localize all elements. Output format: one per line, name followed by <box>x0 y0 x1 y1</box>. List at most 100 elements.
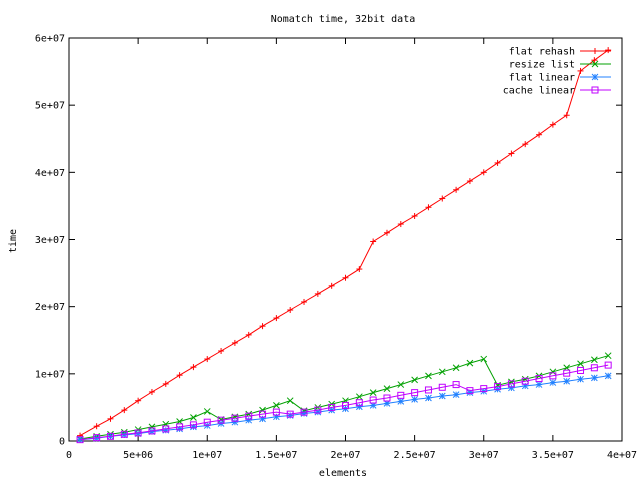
data-point <box>591 73 599 81</box>
data-point <box>535 381 543 388</box>
data-point <box>273 315 280 322</box>
data-point <box>411 212 418 219</box>
data-point <box>259 406 266 414</box>
data-point <box>342 401 349 409</box>
x-tick-label: 3.5e+07 <box>532 450 574 461</box>
data-point <box>466 387 474 395</box>
data-point <box>287 307 294 314</box>
data-point <box>93 434 101 442</box>
data-point <box>286 410 294 418</box>
data-point <box>438 392 446 400</box>
data-point <box>369 396 377 404</box>
data-point <box>439 195 446 202</box>
data-point <box>591 57 598 64</box>
data-point <box>411 376 418 384</box>
data-point <box>162 425 170 433</box>
legend-label: resize list <box>509 60 575 71</box>
data-point <box>411 396 418 403</box>
data-point <box>438 383 446 391</box>
data-point <box>590 356 598 364</box>
data-point <box>245 331 252 338</box>
data-point <box>383 229 390 236</box>
legend-label: cache linear <box>503 86 575 97</box>
data-point <box>577 375 584 383</box>
data-point <box>508 384 515 392</box>
data-point <box>590 364 598 372</box>
plot-area-border <box>68 37 623 442</box>
legend-label: flat rehash <box>509 47 575 58</box>
data-point <box>107 415 114 422</box>
y-tick-label: 4e+07 <box>35 168 65 179</box>
data-point <box>231 339 238 346</box>
data-point <box>577 360 584 368</box>
x-tick-label: 1e+07 <box>192 450 222 461</box>
data-point <box>356 266 363 273</box>
data-point <box>162 380 169 387</box>
data-point <box>480 169 487 176</box>
data-point <box>563 112 570 119</box>
data-point <box>397 391 405 399</box>
series-flat-rehash <box>77 47 612 439</box>
x-tick-label: 5e+06 <box>123 450 153 461</box>
series-line <box>80 364 609 441</box>
legend-item: flat rehash <box>509 47 611 58</box>
data-point <box>273 402 280 409</box>
data-point <box>425 204 432 211</box>
data-point <box>536 131 543 138</box>
data-point <box>76 436 84 444</box>
data-point <box>218 347 225 354</box>
data-point <box>76 436 84 444</box>
data-point <box>397 221 404 228</box>
data-point <box>217 416 225 424</box>
data-point <box>549 368 557 376</box>
data-point <box>438 368 446 376</box>
data-point <box>231 418 239 426</box>
data-point <box>604 361 612 369</box>
data-point <box>190 414 197 421</box>
data-point <box>328 282 335 289</box>
data-point <box>452 364 460 372</box>
data-point <box>259 410 267 418</box>
data-point <box>507 380 515 388</box>
x-tick-label: 2e+07 <box>330 450 360 461</box>
data-point <box>411 389 419 397</box>
data-point <box>453 186 460 193</box>
chart-title: Nomatch time, 32bit data <box>271 14 416 25</box>
data-point <box>245 412 253 420</box>
data-point <box>286 397 294 405</box>
data-point <box>383 385 391 392</box>
x-tick-label: 4e+07 <box>607 450 637 461</box>
data-point <box>300 408 308 416</box>
data-point <box>466 178 473 185</box>
y-axis: 0 1e+07 2e+07 3e+07 4e+07 5e+07 6e+07 <box>35 34 622 448</box>
data-point <box>342 274 349 281</box>
data-point <box>176 423 184 431</box>
data-point <box>135 397 142 404</box>
data-point <box>549 379 557 386</box>
data-point <box>480 385 488 393</box>
y-tick-label: 1e+07 <box>35 369 65 380</box>
x-tick-label: 1.5e+07 <box>255 450 297 461</box>
data-point <box>563 377 571 385</box>
legend: flat rehash resize list flat linear cache l… <box>503 47 611 97</box>
data-point <box>231 414 239 422</box>
data-point <box>604 352 612 360</box>
data-point <box>480 355 488 363</box>
series-flat-linear <box>76 372 612 444</box>
data-point <box>121 407 128 414</box>
data-point <box>425 394 432 402</box>
data-point <box>494 383 502 391</box>
data-point <box>120 430 128 438</box>
data-point <box>189 421 197 429</box>
data-point <box>134 429 142 437</box>
y-axis-label: time <box>8 229 19 253</box>
data-point <box>148 427 156 435</box>
data-point <box>591 60 599 68</box>
data-point <box>203 408 211 415</box>
x-axis: 0 5e+06 1e+07 1.5e+07 2e+07 2.5e+07 3e+07 3.5e+… <box>66 38 637 461</box>
y-tick-label: 5e+07 <box>35 101 65 112</box>
data-point <box>93 423 100 430</box>
data-point <box>370 238 377 245</box>
data-point <box>259 323 266 330</box>
